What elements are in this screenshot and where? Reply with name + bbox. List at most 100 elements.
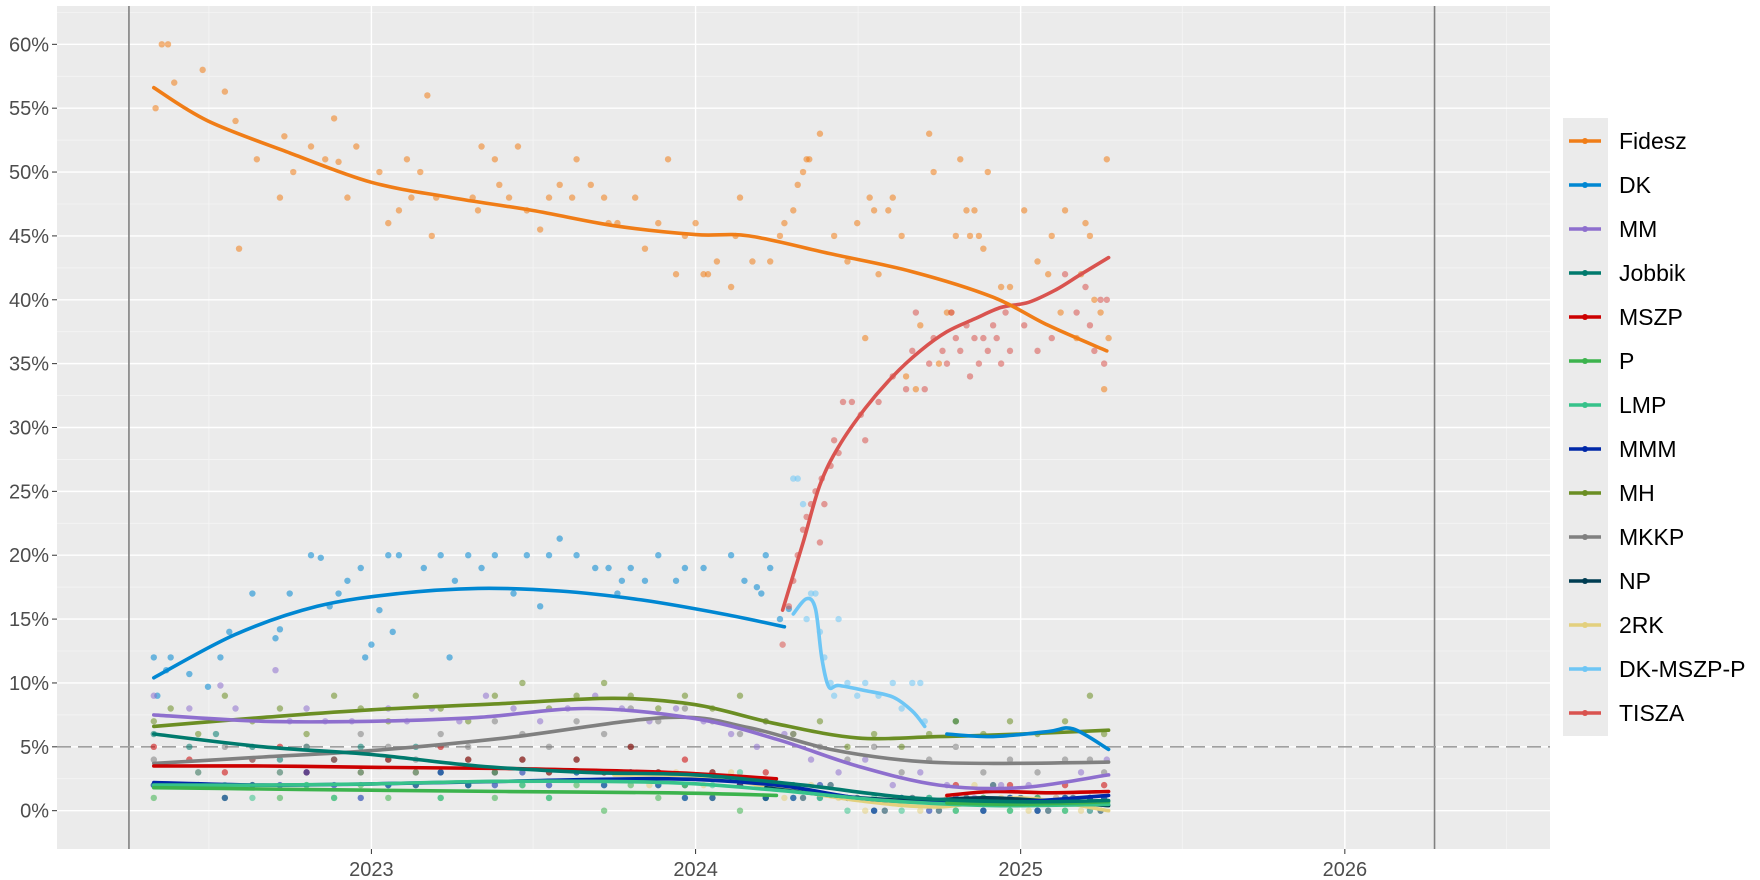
data-point bbox=[150, 654, 158, 661]
data-point bbox=[281, 133, 288, 140]
data-point bbox=[556, 535, 563, 542]
data-point bbox=[925, 360, 933, 367]
data-point bbox=[816, 539, 824, 546]
legend-key-dot bbox=[1582, 578, 1588, 584]
data-point bbox=[491, 769, 499, 776]
data-point bbox=[403, 156, 411, 163]
legend-label: TISZA bbox=[1619, 700, 1685, 726]
data-point bbox=[420, 564, 428, 572]
data-point bbox=[357, 564, 364, 572]
legend-item-mkkp: MKKP bbox=[1569, 524, 1684, 550]
data-point bbox=[408, 194, 415, 201]
data-point bbox=[186, 670, 193, 678]
legend-item-dk-mszp-p: DK-MSZP-P bbox=[1569, 656, 1746, 682]
data-point bbox=[641, 577, 649, 584]
data-point bbox=[753, 583, 761, 591]
data-point bbox=[741, 577, 748, 584]
data-point bbox=[212, 730, 220, 738]
data-point bbox=[330, 692, 338, 699]
data-point bbox=[1034, 347, 1041, 355]
data-point bbox=[1006, 283, 1014, 291]
data-point bbox=[862, 679, 869, 687]
data-point bbox=[1100, 781, 1108, 789]
data-point bbox=[344, 194, 351, 201]
data-point bbox=[1061, 718, 1069, 725]
trend-line-tisza bbox=[780, 255, 1111, 612]
data-point bbox=[217, 682, 224, 689]
data-point bbox=[556, 181, 563, 189]
legend-item-p: P bbox=[1569, 348, 1634, 374]
data-point bbox=[672, 577, 680, 584]
data-point bbox=[150, 756, 158, 763]
data-point bbox=[249, 794, 256, 802]
data-point bbox=[1021, 322, 1028, 329]
data-point bbox=[799, 500, 807, 508]
data-point bbox=[952, 743, 960, 751]
data-point bbox=[854, 692, 861, 699]
legend-label: P bbox=[1619, 348, 1634, 374]
data-point bbox=[713, 258, 721, 265]
data-point bbox=[776, 232, 784, 240]
data-point bbox=[536, 226, 544, 233]
data-point bbox=[844, 807, 851, 814]
data-point bbox=[1100, 360, 1108, 367]
data-point bbox=[600, 679, 608, 687]
data-point bbox=[971, 334, 978, 342]
data-point bbox=[573, 156, 580, 163]
y-tick-label: 15% bbox=[9, 609, 49, 631]
legend-key-dot bbox=[1582, 358, 1588, 364]
data-point bbox=[573, 756, 580, 763]
points-dk-mszp-p bbox=[790, 475, 928, 725]
data-point bbox=[762, 769, 769, 776]
data-point bbox=[536, 603, 544, 610]
data-point bbox=[1061, 271, 1069, 278]
y-tick-label: 20% bbox=[9, 545, 49, 567]
data-point bbox=[1077, 807, 1085, 814]
data-point bbox=[1025, 807, 1032, 814]
data-point bbox=[412, 769, 420, 776]
data-point bbox=[790, 207, 797, 214]
legend-label: MKKP bbox=[1619, 524, 1684, 550]
data-point bbox=[232, 705, 239, 712]
data-point bbox=[519, 781, 526, 789]
data-point bbox=[862, 334, 869, 342]
data-point bbox=[150, 692, 158, 699]
data-point bbox=[1105, 334, 1112, 342]
data-point bbox=[1097, 296, 1104, 303]
data-point bbox=[1057, 309, 1064, 316]
data-point bbox=[700, 564, 707, 572]
data-point bbox=[376, 168, 383, 176]
data-point bbox=[781, 794, 788, 802]
data-point bbox=[766, 258, 774, 265]
data-point bbox=[781, 219, 788, 227]
data-point bbox=[1048, 334, 1055, 342]
data-point bbox=[681, 756, 689, 763]
data-point bbox=[898, 232, 905, 240]
legend-item-mm: MM bbox=[1569, 216, 1657, 242]
data-point bbox=[1100, 385, 1108, 393]
data-point bbox=[1097, 309, 1104, 316]
data-point bbox=[909, 679, 916, 687]
data-point bbox=[286, 590, 293, 597]
legend-item-lmp: LMP bbox=[1569, 392, 1666, 418]
data-point bbox=[806, 156, 813, 163]
data-point bbox=[902, 373, 910, 380]
legend: Fidesz DK MM Jobbik MSZP P LMP MMM MH MKKP NP 2RK DK… bbox=[1563, 118, 1746, 736]
data-point bbox=[935, 807, 943, 814]
data-point bbox=[902, 385, 910, 393]
data-point bbox=[870, 730, 878, 738]
data-point bbox=[221, 88, 229, 95]
legend-label: Fidesz bbox=[1619, 128, 1687, 154]
data-point bbox=[150, 718, 158, 725]
data-point bbox=[322, 156, 329, 163]
data-point bbox=[835, 615, 842, 623]
data-point bbox=[975, 360, 983, 367]
data-point bbox=[167, 654, 174, 661]
data-point bbox=[376, 606, 383, 614]
data-point bbox=[803, 615, 810, 623]
data-point bbox=[491, 781, 499, 789]
data-point bbox=[709, 794, 716, 802]
data-point bbox=[1103, 296, 1111, 303]
data-point bbox=[807, 590, 815, 597]
data-point bbox=[664, 156, 672, 163]
